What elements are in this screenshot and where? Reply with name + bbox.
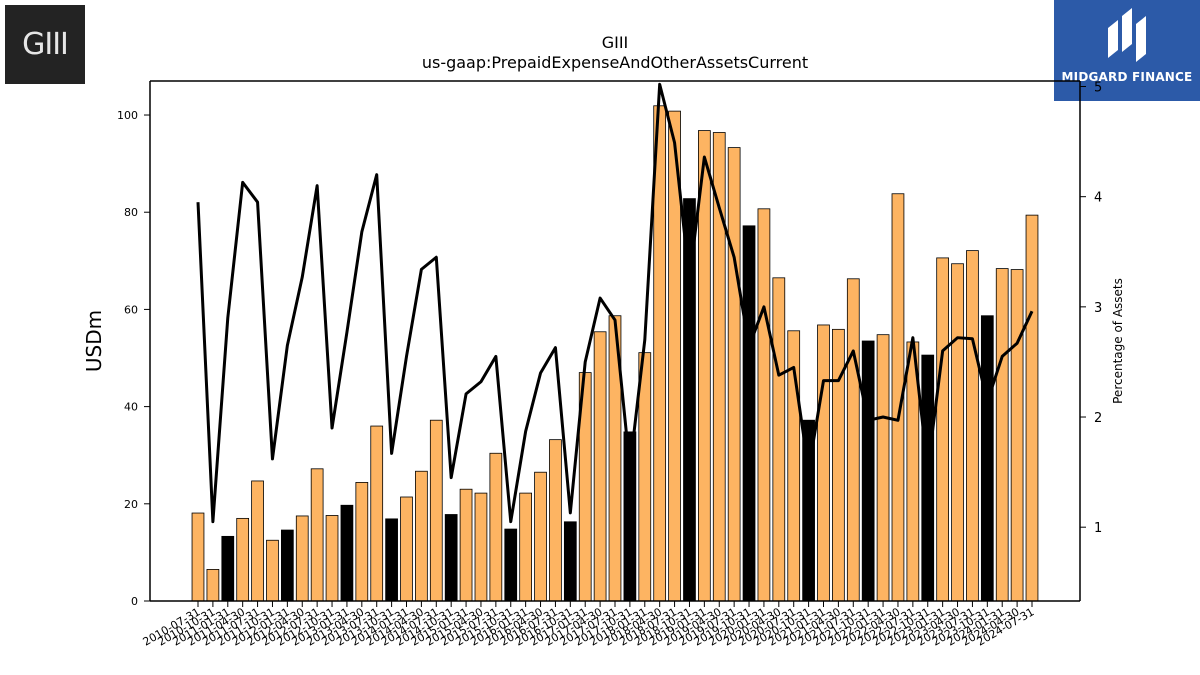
y-tick-label: 60 [124,303,138,316]
bar [1025,214,1039,602]
ticker-logo-text: GIII [22,27,69,62]
y2-axis-label: Percentage of Assets [1111,278,1125,404]
y-tick-label: 20 [124,498,138,511]
bar [310,468,324,602]
y-tick-label: 100 [117,109,138,122]
bar [236,517,250,602]
bar [415,470,428,602]
bar [504,528,518,602]
bar [355,482,369,602]
bar [861,340,875,602]
ticker-logo: GIII [5,5,85,84]
bar [370,425,384,602]
bar [549,439,562,602]
bar [474,492,488,602]
bar [742,225,756,602]
bar [191,512,205,602]
bar [995,268,1009,602]
bar [519,492,533,602]
bar [206,569,220,602]
bar [593,331,607,602]
bar [429,419,443,602]
brand-mark-icon [1108,8,1146,62]
y-tick-label: 0 [131,595,138,608]
bar [727,147,741,602]
bar [683,198,696,602]
y2-tick-label: 2 [1094,411,1102,426]
x-axis-ticks: 2010-07-312010-10-312011-01-312011-04-30… [141,601,1037,649]
percentage-line [196,82,1034,524]
bar [340,504,354,602]
bar [325,515,339,602]
brand-name: MIDGARD FINANCE [1061,70,1193,84]
y2-tick-label: 1 [1094,521,1102,536]
bar [534,471,547,602]
chart-title: GIII [602,33,629,52]
y2-tick-label: 4 [1094,191,1102,206]
y2-tick-label: 5 [1094,81,1102,96]
bar [980,315,994,602]
bar [251,480,264,602]
axes [149,80,1081,602]
bar [966,250,979,602]
y-tick-label: 40 [124,401,138,414]
bar [876,334,890,602]
bar [817,324,830,602]
bar [280,529,294,602]
bar [295,515,309,602]
bar [266,539,279,602]
bar [921,354,935,602]
bar [489,452,503,602]
bar [936,257,950,602]
brand-logo: MIDGARD FINANCE [1054,0,1200,101]
y-tick-label: 80 [124,206,138,219]
bar [951,263,964,602]
y-axis-ticks: 0 20 40 60 80 100 [117,109,150,608]
bar [1010,269,1024,602]
bar [772,277,786,602]
bar [459,488,473,602]
y-axis-label: USDm [82,310,106,372]
y2-axis-ticks: 1 2 3 4 5 [1080,81,1102,536]
bar [638,352,652,602]
y2-tick-label: 3 [1094,301,1102,316]
bar [385,518,398,602]
bar [221,535,235,602]
bar-series [191,105,1039,602]
bar [444,514,458,602]
bar [757,208,771,602]
bar [400,496,413,602]
bar [563,521,577,602]
bar [846,278,860,602]
chart-subtitle: us-gaap:PrepaidExpenseAndOtherAssetsCurr… [422,53,808,72]
line-series [196,82,1034,524]
